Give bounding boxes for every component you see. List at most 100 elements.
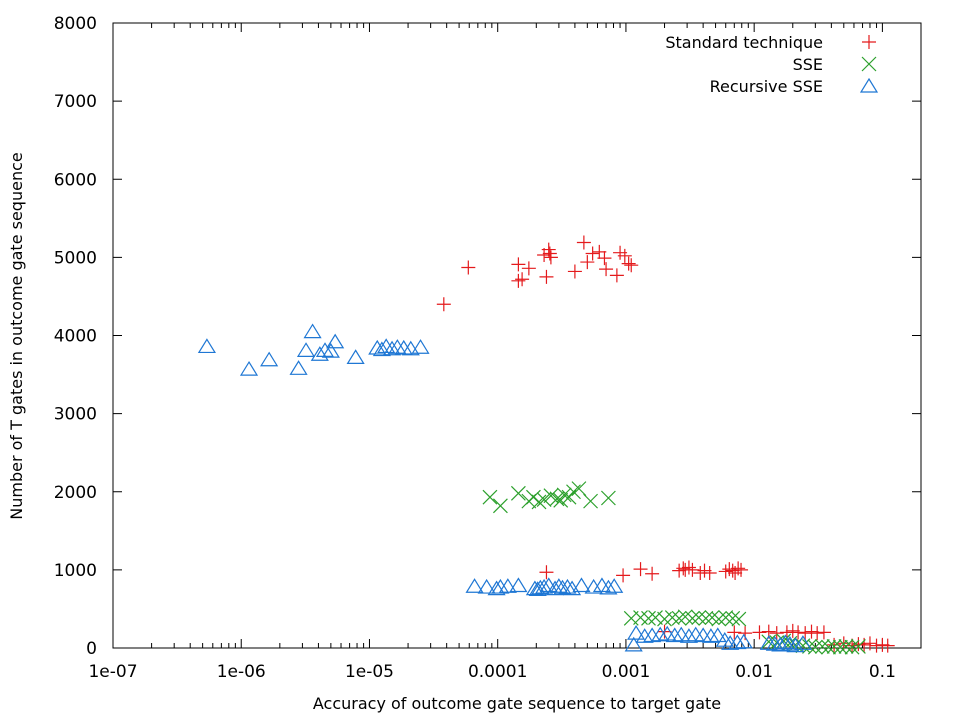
data-point [771,636,790,652]
data-point [543,250,558,265]
data-point [627,625,646,640]
data-point [702,566,717,580]
data-point [686,626,705,642]
data-point [621,256,636,271]
data-point [482,489,498,505]
data-point [681,560,696,575]
legend-label: SSE [793,55,823,74]
data-point [289,360,308,375]
x-tick-label: 1e-05 [345,662,394,682]
y-tick-label: 1000 [54,561,97,581]
data-point [698,610,714,626]
data-point [549,578,568,593]
data-point [509,577,528,593]
data-point [691,610,707,625]
data-point [633,562,648,577]
data-point [734,562,749,577]
data-point [769,626,784,641]
data-point [477,578,496,594]
data-point [491,578,510,594]
data-point [671,610,687,626]
data-point [585,246,600,261]
data-point [539,565,554,580]
data-point [617,248,632,263]
x-tick-label: 0.0001 [468,662,527,682]
data-point [553,579,572,595]
y-tick-label: 8000 [54,14,97,34]
data-point [776,634,795,650]
legend-marker [861,56,877,72]
data-point [798,626,813,641]
data-point [461,260,476,275]
data-point [731,561,746,576]
data-point [679,628,699,643]
y-axis: 0 1000 2000 3000 4000 5000 6000 7000 8000 [54,14,921,659]
data-point [704,610,720,625]
data-point [658,625,677,641]
data-point [346,349,365,364]
data-point [875,637,890,652]
data-point [315,342,335,357]
y-axis-label: Number of T gates in outcome gate sequen… [7,152,26,519]
data-point [711,611,727,627]
data-point [567,264,582,279]
data-point [388,339,407,354]
data-point [759,635,778,650]
data-point [382,340,402,356]
data-point [498,578,517,593]
data-point [535,578,554,594]
data-point [597,251,612,266]
data-point [722,562,737,577]
data-point [641,610,656,626]
x-tick-label: 1e-07 [88,662,137,682]
data-point [510,485,526,501]
data-point [765,635,784,651]
data-point [816,625,831,640]
data-point [734,633,753,649]
data-point [701,628,720,643]
data-point [728,634,747,650]
data-point [648,610,663,625]
data-point [850,639,866,654]
data-point [718,610,734,625]
legend-label: Standard technique [665,33,823,52]
data-point [651,626,670,642]
data-point [725,610,741,626]
data-point [635,628,654,643]
data-point [260,351,279,367]
data-point [571,481,587,497]
data-point [539,269,554,284]
data-point [605,578,624,593]
data-point [576,235,591,250]
data-point [727,625,742,640]
y-tick-label: 6000 [54,170,97,190]
data-point [791,625,806,640]
data-point [583,493,598,509]
data-point [685,562,700,577]
data-point [814,639,830,654]
data-point [465,578,484,593]
data-point [326,333,345,349]
data-point [851,637,866,652]
y-tick-label: 4000 [54,327,97,347]
x-tick-label: 0.001 [602,662,651,682]
data-point [492,498,508,514]
data-point [780,635,799,651]
data-point [542,246,557,261]
data-point [721,635,740,650]
y-tick-label: 7000 [54,92,97,112]
data-point [643,627,662,643]
data-point [826,639,842,654]
legend-label: Recursive SSE [710,77,823,96]
data-point [672,563,687,578]
y-tick-label: 5000 [54,248,97,268]
data-point [515,272,530,287]
data-point [372,341,391,357]
data-point [296,342,316,357]
data-point [511,273,526,288]
data-point [411,339,430,354]
data-point [549,491,565,507]
data-point [600,490,616,506]
data-point [599,262,614,277]
